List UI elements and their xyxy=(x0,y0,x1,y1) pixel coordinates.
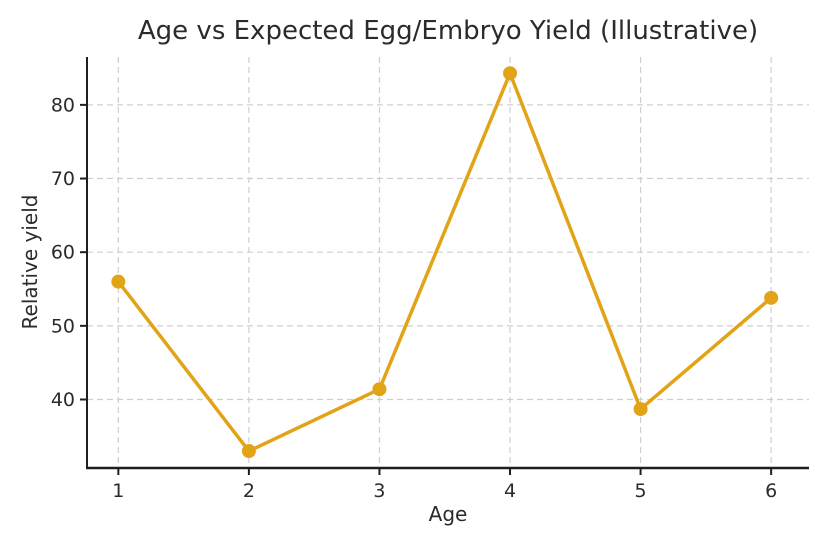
y-tick-label: 60 xyxy=(51,242,75,264)
y-tick-label: 50 xyxy=(51,315,75,337)
data-point-marker xyxy=(241,444,256,459)
x-tick-label: 1 xyxy=(112,480,124,502)
x-tick-label: 5 xyxy=(635,480,647,502)
y-axis-label: Relative yield xyxy=(18,194,42,330)
x-tick-label: 2 xyxy=(243,480,255,502)
data-point-marker xyxy=(764,290,779,305)
y-tick-label: 80 xyxy=(51,94,75,116)
data-point-marker xyxy=(111,274,126,289)
x-axis-label: Age xyxy=(428,502,468,526)
data-line xyxy=(116,71,773,453)
data-point-marker xyxy=(503,66,518,81)
x-tick-label: 4 xyxy=(504,480,516,502)
y-tick-label: 70 xyxy=(51,168,75,190)
x-tick-label: 6 xyxy=(765,480,777,502)
data-point-marker xyxy=(372,382,387,397)
data-point-marker xyxy=(633,402,648,417)
chart-title: Age vs Expected Egg/Embryo Yield (Illust… xyxy=(137,16,759,46)
y-tick-label: 40 xyxy=(51,389,75,411)
x-tick-label: 3 xyxy=(373,480,385,502)
